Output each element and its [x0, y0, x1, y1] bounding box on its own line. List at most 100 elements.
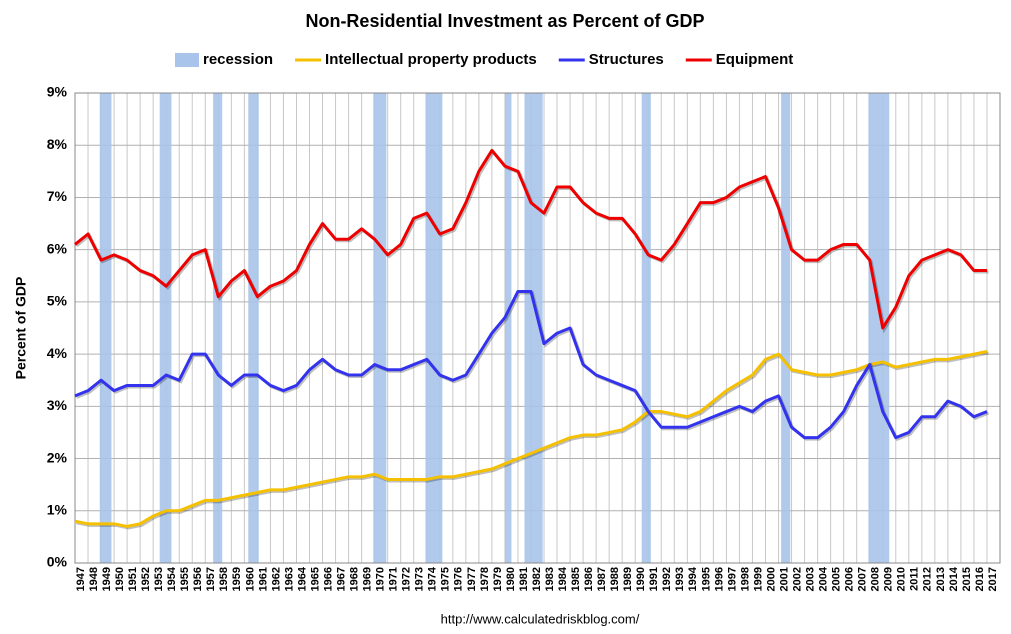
chart-title: Non-Residential Investment as Percent of… [305, 11, 704, 31]
x-tick-label: 1982 [531, 567, 543, 591]
y-tick-label: 3% [47, 397, 68, 413]
y-tick-label: 6% [47, 240, 68, 256]
x-tick-label: 2009 [883, 567, 895, 591]
y-tick-label: 2% [47, 449, 68, 465]
x-tick-label: 1973 [414, 567, 426, 591]
x-tick-label: 2011 [909, 567, 921, 591]
x-tick-label: 2008 [870, 567, 882, 591]
x-tick-label: 1995 [700, 567, 712, 591]
y-tick-label: 7% [47, 188, 68, 204]
x-tick-label: 1979 [492, 567, 504, 591]
x-tick-label: 1968 [348, 567, 360, 591]
x-tick-label: 1992 [661, 567, 673, 591]
x-tick-label: 2006 [844, 567, 856, 591]
x-tick-label: 2004 [818, 566, 830, 591]
x-tick-label: 1952 [140, 567, 152, 591]
recession-band [524, 93, 543, 563]
x-tick-label: 1949 [101, 567, 113, 591]
x-tick-label: 1957 [205, 567, 217, 591]
x-tick-label: 1996 [713, 567, 725, 591]
x-tick-label: 2003 [804, 567, 816, 591]
x-tick-label: 1980 [505, 567, 517, 591]
legend-swatch [175, 53, 199, 67]
x-tick-label: 1953 [153, 567, 165, 591]
x-tick-label: 1976 [453, 567, 465, 591]
recession-band [781, 93, 791, 563]
recession-band [504, 93, 512, 563]
y-tick-label: 0% [47, 554, 68, 570]
x-tick-label: 1964 [296, 566, 308, 591]
x-tick-label: 1985 [570, 567, 582, 591]
legend-label: recession [203, 51, 273, 68]
recession-band [248, 93, 259, 563]
x-tick-label: 1962 [270, 567, 282, 591]
x-tick-label: 1975 [440, 567, 452, 591]
x-tick-label: 1984 [557, 566, 569, 591]
x-tick-label: 1951 [127, 567, 139, 591]
recession-band [99, 93, 112, 563]
source: http://www.calculatedriskblog.com/ [441, 611, 640, 626]
x-tick-label: 1978 [479, 567, 491, 591]
x-tick-label: 1950 [114, 567, 126, 591]
series-line [74, 350, 988, 528]
x-tick-label: 1987 [596, 567, 608, 591]
x-tick-label: 1986 [583, 567, 595, 591]
plot-border [74, 92, 1001, 564]
x-tick-label: 1969 [362, 567, 374, 591]
y-tick-label: 1% [47, 501, 68, 517]
x-tick-label: 1956 [192, 567, 204, 591]
x-tick-label: 1947 [75, 567, 87, 591]
legend-label: Equipment [716, 51, 794, 68]
x-tick-label: 2001 [778, 567, 790, 591]
x-tick-label: 1972 [401, 567, 413, 591]
y-tick-label: 9% [47, 84, 68, 100]
x-tick-label: 1954 [166, 566, 178, 591]
x-tick-label: 2010 [896, 567, 908, 591]
x-tick-label: 2002 [791, 567, 803, 591]
x-tick-label: 1961 [257, 567, 269, 591]
x-tick-label: 1990 [635, 567, 647, 591]
x-tick-label: 1988 [609, 567, 621, 591]
x-tick-label: 1948 [88, 567, 100, 591]
x-tick-label: 1959 [231, 567, 243, 591]
x-tick-label: 1977 [466, 567, 478, 591]
series-line [74, 148, 987, 330]
recession-band [868, 93, 890, 563]
x-tick-label: 1955 [179, 567, 191, 591]
y-axis-label: Percent of GDP [13, 277, 29, 380]
x-tick-label: 1958 [218, 567, 230, 591]
series-line [74, 289, 988, 440]
x-tick-label: 1991 [648, 567, 660, 591]
x-tick-label: 1974 [427, 566, 439, 591]
legend-label: Structures [589, 51, 664, 68]
x-tick-label: 1965 [309, 567, 321, 591]
x-tick-label: 2012 [922, 567, 934, 591]
x-tick-label: 1981 [518, 567, 530, 591]
x-tick-label: 2007 [857, 567, 869, 591]
x-tick-label: 1970 [375, 567, 387, 591]
y-tick-label: 5% [47, 293, 68, 309]
series-line-shadow [76, 351, 989, 530]
y-tick-label: 4% [47, 345, 68, 361]
x-tick-label: 2000 [765, 567, 777, 591]
recession-band [213, 93, 223, 563]
x-tick-label: 1960 [244, 567, 256, 591]
x-tick-label: 1999 [752, 567, 764, 591]
x-tick-label: 2015 [961, 567, 973, 591]
recession-band [641, 93, 651, 563]
x-tick-label: 1983 [544, 567, 556, 591]
recession-band [159, 93, 172, 563]
x-tick-label: 2005 [831, 567, 843, 591]
legend-label: Intellectual property products [325, 51, 537, 68]
x-tick-label: 1993 [674, 567, 686, 591]
x-tick-label: 1989 [622, 567, 634, 591]
x-tick-label: 2017 [987, 567, 999, 591]
x-tick-label: 2014 [948, 566, 960, 591]
x-tick-label: 1994 [687, 566, 699, 591]
x-tick-label: 2016 [974, 567, 986, 591]
x-tick-label: 1998 [739, 567, 751, 591]
recession-band [425, 93, 443, 563]
x-tick-label: 1967 [335, 567, 347, 591]
